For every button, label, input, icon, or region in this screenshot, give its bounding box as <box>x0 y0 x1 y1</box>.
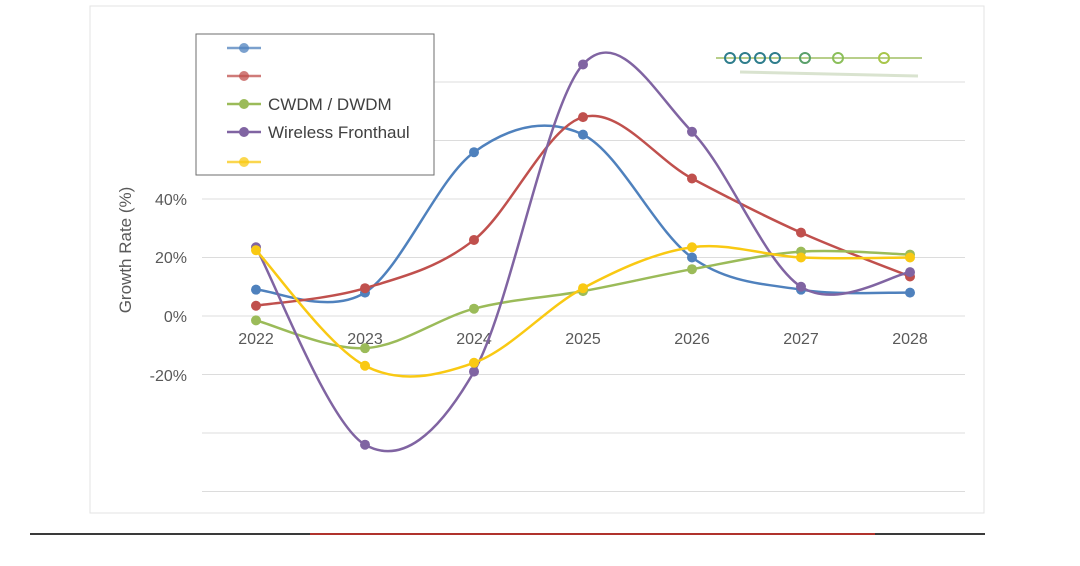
series-5 <box>251 242 915 378</box>
y-tick-labels: 40% 20% 0% -20% <box>150 192 187 385</box>
data-point <box>251 284 261 295</box>
legend-item: CWDM / DWDM <box>227 95 392 114</box>
legend-items: CWDM / DWDM Wireless Fronthaul <box>227 43 410 167</box>
data-point <box>578 59 588 70</box>
data-point <box>578 112 588 123</box>
data-point <box>905 267 915 278</box>
data-point <box>360 343 370 354</box>
data-point <box>360 439 370 450</box>
data-point <box>469 303 479 314</box>
x-tick-label: 2026 <box>674 331 710 348</box>
legend-label: Wireless Fronthaul <box>268 123 410 142</box>
legend-swatch-marker <box>239 127 249 137</box>
legend-item <box>227 157 261 167</box>
legend-swatch-marker <box>239 99 249 109</box>
data-point <box>360 283 370 294</box>
data-point <box>796 252 806 263</box>
legend-item <box>227 71 261 81</box>
x-tick-label: 2027 <box>783 331 819 348</box>
series-2 <box>251 112 915 311</box>
data-point <box>687 242 697 253</box>
data-point <box>251 245 261 256</box>
legend-item <box>227 43 261 53</box>
x-tick-label: 2025 <box>565 331 601 348</box>
data-point <box>687 252 697 263</box>
data-point <box>796 227 806 238</box>
x-tick-label: 2028 <box>892 331 928 348</box>
x-tick-label: 2022 <box>238 331 274 348</box>
x-tick-label: 2023 <box>347 331 383 348</box>
data-point <box>578 129 588 140</box>
legend-item: Wireless Fronthaul <box>227 123 410 142</box>
data-point <box>251 300 261 311</box>
legend-swatch-marker <box>239 43 249 53</box>
decorative-line-icon <box>716 52 922 78</box>
data-point <box>905 252 915 263</box>
y-tick-label: 20% <box>155 250 187 267</box>
x-tick-labels: 2022 2023 2024 2025 2026 2027 2028 <box>238 331 928 348</box>
data-point <box>578 283 588 294</box>
x-tick-label: 2024 <box>456 331 492 348</box>
data-point <box>687 264 697 275</box>
data-point <box>469 366 479 377</box>
data-point <box>796 281 806 292</box>
legend-swatch-marker <box>239 71 249 81</box>
y-tick-label: 40% <box>155 192 187 209</box>
data-point <box>469 147 479 158</box>
gridlines <box>202 81 965 492</box>
data-point <box>469 234 479 245</box>
data-point <box>687 173 697 184</box>
legend-label: CWDM / DWDM <box>268 95 392 114</box>
data-point <box>251 315 261 326</box>
y-tick-label: 0% <box>164 309 187 326</box>
y-axis-title: Growth Rate (%) <box>116 187 135 314</box>
data-point <box>360 360 370 371</box>
data-point <box>469 357 479 368</box>
data-point <box>687 126 697 137</box>
legend: CWDM / DWDM Wireless Fronthaul <box>195 33 435 176</box>
series-layer <box>251 51 915 453</box>
data-point <box>905 287 915 298</box>
legend-swatch-marker <box>239 157 249 167</box>
y-tick-label: -20% <box>150 368 187 385</box>
